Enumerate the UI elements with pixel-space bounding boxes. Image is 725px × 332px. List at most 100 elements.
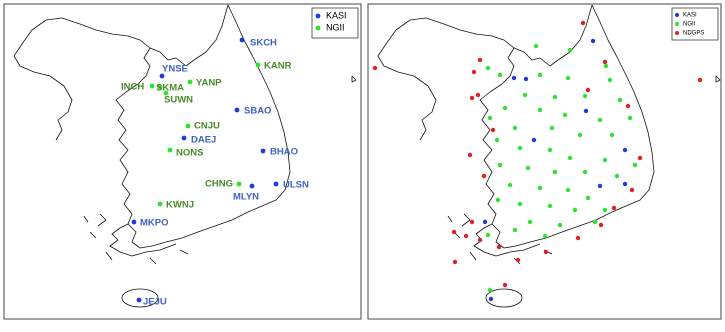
station-dot: [533, 43, 539, 49]
station-dot: [552, 169, 558, 175]
legend-dot: [315, 13, 321, 19]
right-panel: [367, 3, 722, 320]
station-label: DAEJ: [191, 135, 216, 146]
station-dot: [511, 75, 517, 81]
station-dot: [572, 207, 578, 213]
station-label: YANP: [196, 78, 222, 89]
station-dot: [597, 117, 603, 123]
station-dot: [167, 147, 173, 153]
station-dot: [512, 125, 518, 131]
station-label: SUWN: [164, 95, 193, 106]
station-dot: [611, 205, 617, 211]
legend-dot: [315, 25, 321, 31]
station-label: SKCH: [250, 38, 277, 49]
station-dot: [487, 115, 493, 121]
station-dot: [580, 20, 586, 26]
station-dot: [637, 155, 643, 161]
station-dot: [547, 147, 553, 153]
station-label: CHNG: [205, 179, 233, 190]
left-panel: [3, 3, 362, 320]
station-dot: [494, 137, 500, 143]
station-dot: [598, 222, 604, 228]
station-dot: [592, 219, 598, 225]
station-dot: [562, 112, 568, 118]
station-dot: [609, 132, 615, 138]
legend-label: NGII: [326, 22, 345, 32]
station-dot: [469, 219, 475, 225]
station-dot: [522, 92, 528, 98]
station-dot: [487, 287, 493, 293]
station-label: CNJU: [194, 121, 220, 132]
station-dot: [451, 229, 457, 235]
station-dot: [575, 235, 581, 241]
station-dot: [512, 227, 518, 233]
station-label: SBAO: [244, 106, 271, 117]
station-dot: [629, 187, 635, 193]
station-dot: [697, 77, 703, 83]
station-dot: [136, 297, 142, 303]
station-dot: [567, 155, 573, 161]
station-dot: [488, 296, 494, 302]
station-label: MLYN: [233, 192, 259, 203]
station-dot: [260, 148, 266, 154]
station-dot: [185, 123, 191, 129]
station-dot: [452, 259, 458, 265]
station-dot: [523, 76, 529, 82]
station-dot: [602, 157, 608, 163]
station-dot: [585, 195, 591, 201]
station-dot: [485, 232, 491, 238]
station-dot: [482, 219, 488, 225]
station-dot: [517, 201, 523, 207]
station-label: NONS: [176, 148, 203, 159]
right-legend: [671, 7, 719, 41]
station-dot: [234, 107, 240, 113]
station-dot: [481, 173, 487, 179]
station-dot: [372, 65, 378, 71]
legend-label: KASI: [683, 13, 697, 19]
station-dot: [614, 173, 620, 179]
station-dot: [507, 182, 513, 188]
legend-dot: [675, 31, 679, 35]
station-dot: [475, 92, 481, 98]
station-label: KWNJ: [166, 200, 194, 211]
station-dot: [557, 222, 563, 228]
station-dot: [496, 244, 502, 250]
station-dot: [583, 108, 589, 114]
station-dot: [157, 84, 163, 90]
station-label: BHAO: [270, 147, 298, 158]
station-dot: [515, 257, 521, 263]
station-dot: [463, 233, 469, 239]
station-dot: [547, 203, 553, 209]
station-dot: [622, 147, 628, 153]
station-dot: [632, 162, 638, 168]
station-dot: [552, 94, 558, 100]
station-dot: [236, 181, 242, 187]
station-dot: [495, 197, 501, 203]
station-dot: [273, 181, 279, 187]
station-dot: [567, 47, 573, 53]
station-dot: [239, 37, 245, 43]
station-dot: [565, 187, 571, 193]
station-dot: [249, 183, 255, 189]
station-dot: [602, 207, 608, 213]
station-dot: [497, 72, 503, 78]
station-dot: [159, 73, 165, 79]
station-label: JEJU: [143, 297, 167, 308]
station-label: MKPO: [140, 218, 169, 229]
station-dot: [542, 233, 548, 239]
station-label: KANR: [264, 61, 292, 72]
station-dot: [585, 87, 591, 93]
legend-label: NDGPS: [683, 31, 704, 37]
left-legend: [311, 7, 359, 39]
station-label: INCH: [121, 82, 144, 93]
station-dot: [537, 72, 543, 78]
station-dot: [477, 237, 483, 243]
station-dot: [157, 201, 163, 207]
legend-dot: [675, 22, 679, 26]
station-dot: [565, 75, 571, 81]
station-dot: [149, 83, 155, 89]
station-dot: [627, 115, 633, 121]
station-dot: [622, 181, 628, 187]
